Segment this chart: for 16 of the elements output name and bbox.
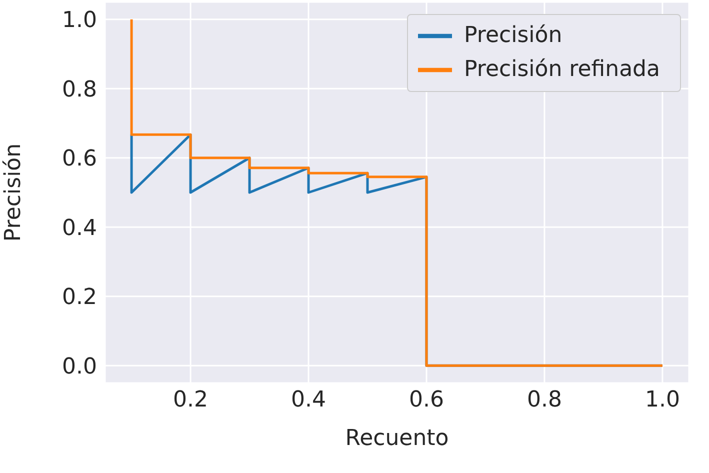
- y-tick-label: 0.8: [62, 77, 97, 102]
- y-tick-label: 0.6: [62, 146, 97, 172]
- y-tick-label: 0.4: [62, 216, 97, 241]
- line-series: [130, 18, 664, 367]
- x-tick-label: 0.2: [173, 388, 208, 413]
- x-axis-title: Recuento: [345, 426, 449, 451]
- x-tick-label: 1.0: [644, 388, 680, 413]
- x-tick-label: 0.8: [526, 388, 562, 413]
- legend-label: Precisión: [464, 23, 562, 48]
- y-axis-title: Precisión: [0, 143, 26, 242]
- legend-label: Precisión refinada: [464, 57, 660, 82]
- x-tick-label: 0.4: [291, 388, 326, 413]
- y-tick-label: 1.0: [62, 8, 97, 34]
- y-tick-label: 0.0: [62, 354, 97, 380]
- y-tick-label: 0.2: [62, 285, 97, 310]
- x-tick-label: 0.6: [408, 388, 444, 413]
